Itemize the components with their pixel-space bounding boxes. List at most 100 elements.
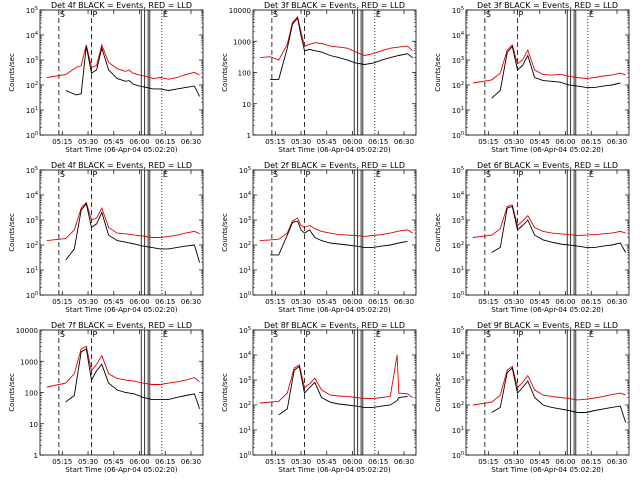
y-tick-label: 103 <box>239 376 251 385</box>
marker-label: E <box>376 330 381 339</box>
y-tick-label: 102 <box>26 81 38 90</box>
x-tick-label: 05:45 <box>317 298 337 306</box>
chart-title: Det 6f BLACK = Events, RED = LLD <box>477 161 618 170</box>
x-tick-label: 06:30 <box>394 138 414 146</box>
x-tick-label: 05:30 <box>291 298 311 306</box>
marker-label: P <box>305 170 310 179</box>
plot-frame <box>39 329 204 456</box>
y-tick-label: 102 <box>239 401 251 410</box>
y-tick-label: 10000 <box>229 7 251 15</box>
y-axis-label: Counts/sec <box>434 53 442 92</box>
chart-panel: Det 8f BLACK = Events, RED = LLD 100 101 10… <box>221 321 417 474</box>
marker-label: E <box>589 330 594 339</box>
series-line-events <box>491 367 627 423</box>
y-tick-label: 105 <box>452 6 464 15</box>
marker-label: S <box>486 170 491 179</box>
y-tick-label: 102 <box>26 241 38 250</box>
x-tick-label: 05:30 <box>291 458 311 466</box>
y-tick-label: 105 <box>26 6 38 15</box>
plot-frame <box>465 169 630 296</box>
y-tick-label: 104 <box>26 191 38 200</box>
x-tick-label: 06:00 <box>555 298 575 306</box>
x-tick-label: 05:15 <box>52 298 72 306</box>
chart-title: Det 8f BLACK = Events, RED = LLD <box>264 321 405 330</box>
y-tick-label: 103 <box>452 376 464 385</box>
y-tick-label: 101 <box>239 266 251 275</box>
x-axis-label: Start Time (06-Apr-04 05:02:20) <box>278 466 390 474</box>
chart-title: Det 3f BLACK = Events, RED = LLD <box>477 1 618 10</box>
x-tick-label: 05:15 <box>478 138 498 146</box>
series-line-events <box>270 220 408 256</box>
x-tick-label: 06:15 <box>368 298 388 306</box>
y-axis-label: Counts/sec <box>221 213 229 252</box>
plot-frame <box>252 169 417 296</box>
x-axis-label: Start Time (06-Apr-04 05:02:20) <box>65 466 177 474</box>
x-tick-label: 05:45 <box>317 138 337 146</box>
x-tick-label: 06:00 <box>555 138 575 146</box>
x-tick-label: 05:30 <box>504 458 524 466</box>
series-line-lld <box>46 43 200 80</box>
marker-label: P <box>518 10 523 19</box>
y-tick-label: 103 <box>452 216 464 225</box>
y-tick-label: 104 <box>452 191 464 200</box>
x-tick-label: 05:15 <box>478 458 498 466</box>
x-tick-label: 06:00 <box>555 458 575 466</box>
marker-label: P <box>305 330 310 339</box>
x-tick-label: 05:15 <box>265 458 285 466</box>
y-tick-label: 102 <box>452 81 464 90</box>
x-tick-label: 06:30 <box>181 458 201 466</box>
y-axis-label: Counts/sec <box>8 213 16 252</box>
y-tick-label: 105 <box>26 166 38 175</box>
marker-label: S <box>273 10 278 19</box>
y-tick-label: 105 <box>452 166 464 175</box>
marker-label: S <box>486 330 491 339</box>
y-tick-label: 1000 <box>20 358 38 366</box>
y-tick-label: 103 <box>239 216 251 225</box>
y-tick-label: 100 <box>25 390 38 398</box>
x-tick-label: 06:15 <box>155 138 175 146</box>
chart-title: Det 3f BLACK = Events, RED = LLD <box>264 1 405 10</box>
x-tick-label: 06:15 <box>368 138 388 146</box>
x-tick-label: 05:45 <box>530 298 550 306</box>
y-tick-label: 1 <box>247 132 251 140</box>
marker-label: E <box>376 10 381 19</box>
y-axis-label: Counts/sec <box>8 373 16 412</box>
marker-label: P <box>92 330 97 339</box>
x-tick-label: 05:15 <box>478 298 498 306</box>
x-tick-label: 06:30 <box>394 458 414 466</box>
x-tick-label: 06:30 <box>394 298 414 306</box>
x-axis-label: Start Time (06-Apr-04 05:02:20) <box>491 146 603 154</box>
y-tick-label: 10 <box>29 421 38 429</box>
x-axis-label: Start Time (06-Apr-04 05:02:20) <box>65 146 177 154</box>
marker-label: P <box>518 170 523 179</box>
chart-panel: Det 6f BLACK = Events, RED = LLD 100 101 10… <box>434 161 630 314</box>
y-tick-label: 105 <box>239 326 251 335</box>
chart-panel: Det 2f BLACK = Events, RED = LLD 100 101 10… <box>221 161 417 314</box>
chart-title: Det 4f BLACK = Events, RED = LLD <box>51 161 192 170</box>
x-tick-label: 06:30 <box>607 298 627 306</box>
x-tick-label: 05:45 <box>104 138 124 146</box>
x-tick-label: 05:30 <box>504 298 524 306</box>
y-tick-label: 104 <box>26 31 38 40</box>
x-axis-label: Start Time (06-Apr-04 05:02:20) <box>65 306 177 314</box>
x-tick-label: 05:30 <box>78 458 98 466</box>
x-tick-label: 06:15 <box>581 298 601 306</box>
y-tick-label: 101 <box>26 106 38 115</box>
x-tick-label: 05:45 <box>317 458 337 466</box>
series-line-lld <box>259 217 413 242</box>
y-tick-label: 100 <box>239 291 251 300</box>
marker-label: E <box>589 170 594 179</box>
chart-panel: Det 4f BLACK = Events, RED = LLD 100 101 10… <box>8 1 204 154</box>
marker-label: S <box>273 330 278 339</box>
x-tick-label: 06:00 <box>129 298 149 306</box>
chart-title: Det 9f BLACK = Events, RED = LLD <box>477 321 618 330</box>
x-tick-label: 06:15 <box>155 298 175 306</box>
marker-label: E <box>163 10 168 19</box>
marker-label: S <box>60 170 65 179</box>
y-tick-label: 100 <box>452 291 464 300</box>
chart-panel: Det 9f BLACK = Events, RED = LLD 100 101 10… <box>434 321 630 474</box>
x-axis-label: Start Time (06-Apr-04 05:02:20) <box>491 306 603 314</box>
x-tick-label: 06:30 <box>181 298 201 306</box>
plot-frame <box>252 9 417 136</box>
